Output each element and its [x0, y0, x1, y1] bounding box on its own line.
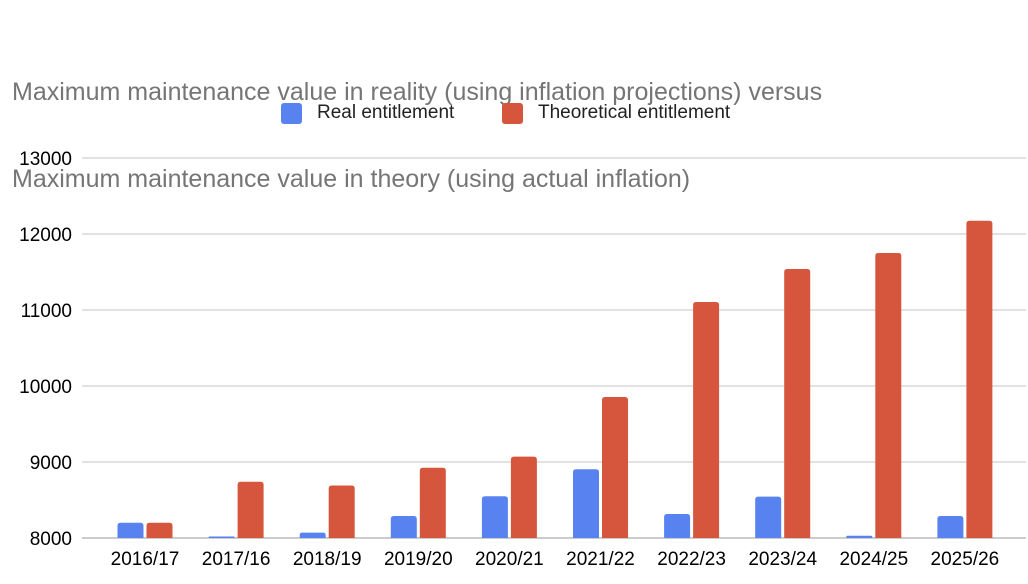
bar-theoretical-entitlement-2016-17[interactable]	[146, 522, 173, 538]
y-tick-label-11000: 11000	[21, 301, 72, 322]
chart-legend: Real entitlement Theoretical entitlement	[0, 101, 1028, 125]
x-tick-label-2017-16: 2017/16	[202, 549, 271, 570]
bars	[117, 220, 993, 539]
x-tick-label-2024-25: 2024/25	[839, 549, 908, 570]
x-tick-label-2021-22: 2021/22	[566, 549, 635, 570]
chart-title: Maximum maintenance value in reality (us…	[12, 20, 822, 223]
bar-theoretical-entitlement-2018-19[interactable]	[328, 485, 355, 538]
bar-real-entitlement-2020-21[interactable]	[481, 496, 508, 538]
x-tick-label-2023-24: 2023/24	[748, 549, 817, 570]
y-tick-label-9000: 9000	[30, 453, 72, 474]
legend-item-theoretical-entitlement[interactable]: Theoretical entitlement	[502, 101, 730, 125]
bar-theoretical-entitlement-2023-24[interactable]	[784, 268, 811, 538]
x-tick-label-2016-17: 2016/17	[111, 549, 180, 570]
bar-theoretical-entitlement-2020-21[interactable]	[510, 456, 537, 538]
legend-swatch-theoretical-entitlement	[502, 102, 523, 124]
bar-real-entitlement-2024-25[interactable]	[846, 535, 873, 538]
gridlines	[82, 157, 1026, 539]
x-tick-label-2022-23: 2022/23	[657, 549, 726, 570]
x-tick-label-2019-20: 2019/20	[384, 549, 453, 570]
legend-label-real-entitlement: Real entitlement	[317, 102, 455, 123]
x-tick-label-2018-19: 2018/19	[293, 549, 362, 570]
bar-theoretical-entitlement-2019-20[interactable]	[419, 467, 446, 538]
bar-theoretical-entitlement-2022-23[interactable]	[693, 302, 720, 538]
legend-swatch-real-entitlement	[281, 102, 302, 124]
bar-real-entitlement-2022-23[interactable]	[664, 514, 691, 538]
chart-title-line-2: Maximum maintenance value in theory (usi…	[12, 165, 691, 193]
y-tick-label-12000: 12000	[19, 225, 72, 246]
bar-real-entitlement-2019-20[interactable]	[390, 515, 417, 538]
bar-theoretical-entitlement-2025-26[interactable]	[966, 220, 993, 538]
bar-real-entitlement-2023-24[interactable]	[755, 496, 782, 538]
bar-theoretical-entitlement-2024-25[interactable]	[875, 253, 902, 538]
bar-real-entitlement-2017-16[interactable]	[208, 536, 235, 539]
bar-real-entitlement-2025-26[interactable]	[937, 515, 964, 538]
bar-real-entitlement-2016-17[interactable]	[117, 522, 144, 538]
x-axis-tick-labels: 2016/17 2017/16 2018/19 2019/20 2020/21 2021/…	[111, 549, 1000, 570]
y-tick-label-10000: 10000	[19, 377, 72, 398]
y-axis-tick-labels: 8000 9000 10000 11000 12000 13000	[19, 149, 72, 550]
x-tick-label-2025-26: 2025/26	[931, 549, 1000, 570]
legend-item-real-entitlement[interactable]: Real entitlement	[281, 101, 454, 125]
bar-theoretical-entitlement-2021-22[interactable]	[602, 397, 628, 538]
y-tick-label-8000: 8000	[30, 529, 72, 550]
legend-label-theoretical-entitlement: Theoretical entitlement	[538, 102, 731, 123]
y-tick-label-13000: 13000	[19, 149, 72, 170]
x-tick-label-2020-21: 2020/21	[475, 549, 544, 570]
chart-title-line-1: Maximum maintenance value in reality (us…	[12, 78, 823, 106]
bar-real-entitlement-2018-19[interactable]	[299, 532, 326, 538]
bar-theoretical-entitlement-2017-16[interactable]	[237, 481, 264, 538]
bar-real-entitlement-2021-22[interactable]	[573, 469, 599, 538]
